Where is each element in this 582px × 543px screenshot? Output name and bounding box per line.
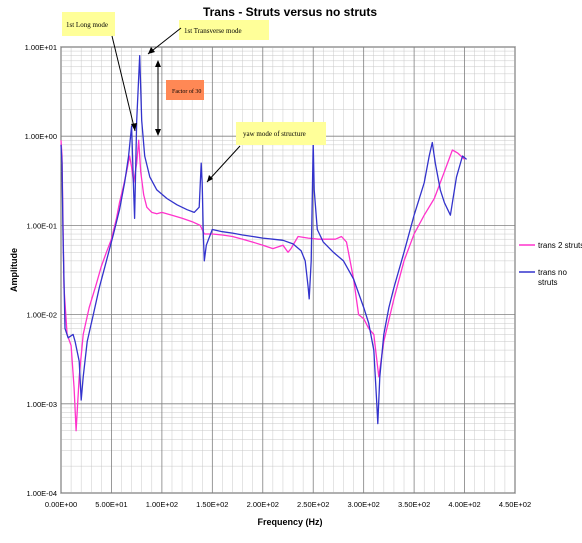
x-tick-label: 2.00E+02 [247,500,279,509]
annotation-long-mode-arrow [111,35,136,132]
x-tick-label: 4.00E+02 [448,500,480,509]
annotation-long-mode-text: 1st Long mode [66,21,108,29]
annotation-trans-mode-arrowhead [148,47,155,54]
annotation-trans-mode-box [179,20,269,40]
y-tick-label: 1.00E+00 [25,132,57,141]
annotation-yaw-mode-text: yaw mode of structure [243,130,306,138]
y-tick-label: 1.00E+01 [25,43,57,52]
y-tick-label: 1.00E-03 [27,400,57,409]
plot-area [60,46,516,494]
minor-grid [61,47,515,493]
legend-label-series-1-line1: trans no [538,268,567,277]
x-tick-label: 0.00E+00 [45,500,77,509]
legend-label-series-0: trans 2 struts [538,241,582,250]
y-tick-label: 1.00E-04 [27,489,57,498]
x-tick-label: 5.00E+01 [95,500,127,509]
y-tick-label: 1.00E-02 [27,311,57,320]
x-axis-label: Frequency (Hz) [257,517,322,527]
annotations: 1st Long mode 1st Transverse mode Factor… [62,12,326,183]
annotation-long-mode-box [62,12,115,36]
annotation-yaw-mode-arrowhead [207,175,213,182]
x-tick-label: 1.00E+02 [146,500,178,509]
chart-title: Trans - Struts versus no struts [203,5,377,19]
legend-label-series-1: trans no struts [538,268,569,287]
major-grid [60,46,516,494]
y-axis-label: Amplitude [9,248,19,292]
annotation-yaw-mode-box [236,122,326,145]
annotation-factor-box [166,80,204,100]
legend: trans 2 struts trans no struts [519,241,582,287]
factor-arrowhead-top [155,60,161,67]
series-group [60,54,468,432]
annotation-trans-mode-arrow [147,27,182,55]
annotation-trans-mode-text: 1st Transverse mode [184,27,242,35]
y-tick-label: 1.00E-01 [27,221,57,230]
y-tick-labels: 1.00E-04 1.00E-03 1.00E-02 1.00E-01 1.00E+00… [25,43,57,498]
series-line-1 [60,54,468,425]
annotation-long-mode-arrowhead [131,123,137,131]
annotation-factor-text: Factor of 30 [172,88,201,95]
x-tick-label: 2.50E+02 [297,500,329,509]
annotation-yaw-mode-arrow [206,145,241,183]
x-tick-labels: 0.00E+00 5.00E+01 1.00E+02 1.50E+02 2.00E+02… [45,500,531,509]
x-tick-label: 3.00E+02 [348,500,380,509]
x-tick-label: 1.50E+02 [196,500,228,509]
factor-arrowhead-bottom [155,129,161,136]
x-tick-label: 3.50E+02 [398,500,430,509]
x-tick-label: 4.50E+02 [499,500,531,509]
legend-label-series-1-line2: struts [538,278,558,287]
